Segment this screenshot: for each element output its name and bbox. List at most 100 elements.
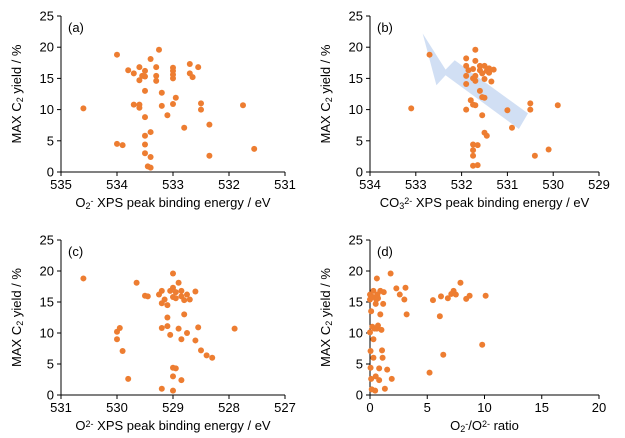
data-point	[184, 291, 190, 298]
data-point	[156, 46, 162, 53]
data-point	[426, 51, 433, 58]
x-tick-label: 527	[274, 400, 296, 415]
y-tick-label: 20	[40, 264, 54, 279]
data-point	[465, 67, 472, 74]
data-point	[370, 354, 377, 361]
data-point	[206, 121, 213, 128]
data-point	[545, 146, 552, 153]
data-point	[147, 129, 154, 136]
panel-b: 0 5 10 15 20 25 534 533 532 531 530 529 (b) CO32- XPS…	[318, 9, 610, 212]
y-tick-label: 0	[47, 165, 54, 180]
x-axis-label-part: O	[450, 418, 460, 433]
data-point	[164, 112, 171, 119]
data-point	[481, 62, 488, 69]
x-axis-label-part: -	[465, 419, 468, 429]
data-point	[479, 70, 486, 77]
data-point	[172, 289, 179, 296]
data-point	[203, 352, 210, 359]
data-point	[486, 69, 493, 76]
data-point	[388, 375, 395, 382]
x-tick-label: 531	[497, 177, 519, 192]
x-axis-label-part: XPS peak binding energy / eV	[94, 418, 271, 433]
data-point	[470, 66, 477, 73]
data-point	[531, 152, 538, 159]
data-point	[472, 77, 479, 84]
data-point	[198, 100, 204, 107]
y-axis-label-part: 2	[15, 321, 25, 326]
data-point	[172, 365, 179, 372]
y-tick-label: 15	[40, 295, 54, 310]
x-tick-label: 534	[359, 177, 381, 192]
data-point	[142, 67, 148, 74]
y-tick-label: 5	[47, 357, 54, 372]
y-axis-label-part: 2	[324, 321, 334, 326]
data-point	[195, 64, 202, 71]
data-point	[375, 322, 382, 329]
x-axis-label-part: 2-	[482, 419, 490, 429]
y-tick-label: 10	[40, 102, 54, 117]
x-axis-label-part: O	[75, 195, 85, 210]
x-axis-label: O2- XPS peak binding energy / eV	[75, 195, 271, 211]
data-point	[153, 72, 160, 79]
data-point	[192, 288, 199, 295]
data-point	[482, 292, 489, 299]
y-axis-label-part: yield / %	[318, 44, 333, 97]
data-point	[457, 279, 464, 286]
data-point	[429, 297, 436, 304]
data-point	[181, 311, 188, 318]
data-point	[470, 152, 477, 159]
data-point	[170, 284, 176, 291]
data-point	[130, 70, 137, 77]
y-tick-label: 0	[356, 165, 363, 180]
data-point	[387, 270, 394, 277]
data-point	[178, 377, 185, 384]
data-point	[142, 87, 148, 94]
data-point	[470, 162, 477, 169]
data-point	[554, 102, 561, 109]
data-point	[186, 296, 193, 303]
x-axis-label-part: ratio	[490, 418, 519, 433]
panel-label: (d)	[377, 244, 393, 259]
y-axis-label-part: yield / %	[318, 268, 333, 321]
data-point	[147, 164, 154, 171]
data-point	[178, 287, 185, 294]
data-point	[153, 77, 160, 84]
x-axis-label-part: -	[91, 196, 94, 206]
data-point	[476, 87, 483, 94]
y-tick-label: 5	[356, 357, 363, 372]
data-point	[80, 275, 87, 282]
data-point	[181, 297, 188, 304]
y-axis-label-part: MAX C	[9, 326, 24, 367]
data-point	[136, 104, 143, 111]
y-tick-label: 20	[349, 264, 363, 279]
data-point	[147, 56, 154, 63]
data-point	[426, 369, 433, 376]
data-point	[142, 150, 148, 157]
data-point	[172, 295, 179, 302]
data-point	[463, 72, 470, 79]
data-point	[401, 296, 408, 303]
data-point	[125, 375, 132, 382]
data-point	[375, 295, 382, 302]
y-axis-label: MAX C2 yield / %	[318, 268, 334, 367]
x-tick-label: 15	[535, 400, 549, 415]
x-tick-label: 20	[592, 400, 606, 415]
y-tick-label: 25	[40, 233, 54, 248]
x-axis-label: CO32- XPS peak binding energy / eV	[380, 195, 590, 211]
data-point	[198, 106, 204, 113]
data-point	[119, 347, 126, 354]
data-point	[175, 279, 182, 286]
y-tick-label: 10	[349, 326, 363, 341]
data-point	[463, 106, 470, 113]
y-tick-label: 0	[356, 388, 363, 403]
data-point	[170, 270, 176, 277]
data-point	[474, 142, 481, 149]
data-point	[384, 366, 391, 373]
data-point	[195, 324, 202, 331]
y-axis-label: MAX C2 yield / %	[9, 44, 25, 143]
y-tick-label: 0	[47, 388, 54, 403]
data-point	[377, 311, 384, 318]
